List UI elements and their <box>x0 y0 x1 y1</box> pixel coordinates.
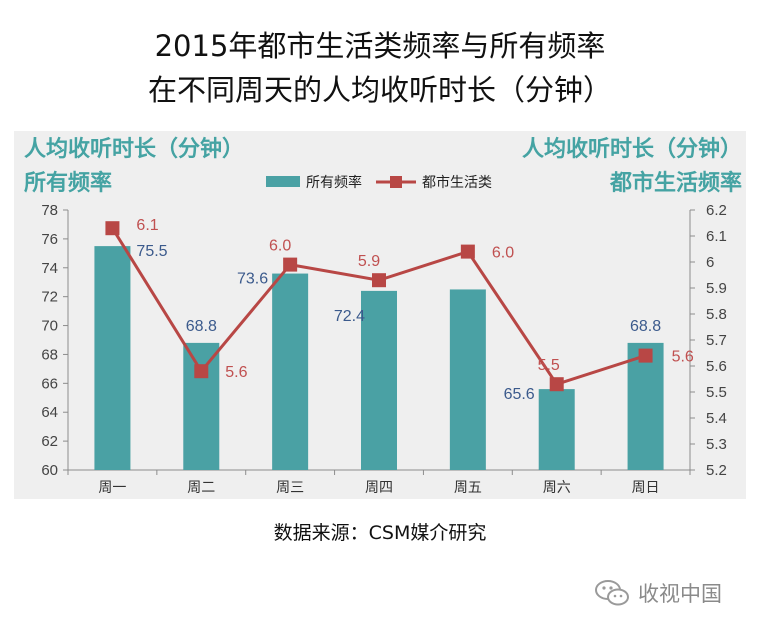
bar-data-label: 72.4 <box>334 308 365 325</box>
bar-data-label: 68.8 <box>630 318 661 335</box>
x-tick-label: 周六 <box>543 479 571 495</box>
line-data-label: 6.1 <box>136 217 158 234</box>
left-tick-label: 66 <box>41 375 58 392</box>
right-tick-label: 5.4 <box>706 410 727 427</box>
right-axis-subtitle: 都市生活频率 <box>609 171 742 196</box>
line-data-label: 5.9 <box>358 253 380 270</box>
bar-data-label: 65.6 <box>504 386 535 403</box>
right-tick-label: 5.8 <box>706 306 727 323</box>
left-tick-label: 70 <box>41 318 58 335</box>
legend-line-marker <box>390 176 402 188</box>
bar <box>361 290 397 470</box>
bar-data-label: 73.6 <box>237 271 268 288</box>
line-point <box>194 364 209 379</box>
bar-data-label: 75.5 <box>136 243 167 260</box>
line-point <box>105 221 120 236</box>
x-tick-label: 周二 <box>187 479 215 495</box>
x-tick-label: 周三 <box>276 479 304 495</box>
bar <box>183 342 220 470</box>
brand-watermark: 收视中国 <box>594 578 722 608</box>
chart-title-line1: 2015年都市生活类频率与所有频率 <box>154 29 606 63</box>
wechat-icon <box>595 580 629 606</box>
left-tick-label: 74 <box>41 260 58 277</box>
right-tick-label: 6.2 <box>706 202 727 219</box>
right-tick-label: 5.6 <box>706 358 727 375</box>
left-tick-label: 72 <box>41 289 58 306</box>
left-tick-label: 68 <box>41 346 58 363</box>
left-axis-title: 人均收听时长（分钟） <box>24 137 245 162</box>
left-tick-label: 78 <box>41 202 58 219</box>
line-point <box>372 273 386 288</box>
right-tick-label: 5.7 <box>706 332 727 349</box>
bar <box>627 342 664 470</box>
right-tick-label: 6 <box>706 254 714 271</box>
left-tick-label: 60 <box>41 462 58 479</box>
bar <box>449 289 486 470</box>
line-point <box>460 244 475 259</box>
brand-name: 收视中国 <box>638 582 722 606</box>
left-axis-subtitle: 所有频率 <box>24 171 113 196</box>
line-point <box>283 257 298 272</box>
right-tick-label: 5.2 <box>706 462 727 479</box>
line-data-label: 5.6 <box>225 364 247 381</box>
bar-data-label: 68.8 <box>186 318 217 335</box>
data-source: 数据来源：CSM媒介研究 <box>273 522 487 544</box>
line-point <box>638 348 653 363</box>
x-tick-label: 周日 <box>632 479 660 495</box>
line-point <box>549 377 564 392</box>
bar <box>272 273 309 470</box>
right-axis-title: 人均收听时长（分钟） <box>521 137 742 162</box>
x-tick-label: 周一 <box>98 479 126 495</box>
right-tick-label: 5.5 <box>706 384 727 401</box>
legend-bar-label: 所有频率 <box>306 174 362 190</box>
line-data-label: 6.0 <box>269 238 291 255</box>
x-tick-label: 周四 <box>365 479 393 495</box>
left-tick-label: 76 <box>41 231 58 248</box>
legend-bar-swatch <box>266 176 300 187</box>
left-tick-label: 62 <box>41 433 58 450</box>
legend-line-label: 都市生活类 <box>422 174 492 190</box>
bar <box>94 246 131 470</box>
right-tick-label: 5.9 <box>706 280 727 297</box>
x-tick-label: 周五 <box>454 479 482 495</box>
left-tick-label: 64 <box>41 404 58 421</box>
line-data-label: 5.6 <box>672 349 694 366</box>
right-tick-label: 6.1 <box>706 228 727 245</box>
right-tick-label: 5.3 <box>706 436 727 453</box>
bar <box>538 389 575 470</box>
line-data-label: 6.0 <box>492 245 514 262</box>
chart-title-line2: 在不同周天的人均收听时长（分钟） <box>147 73 612 107</box>
line-data-label: 5.5 <box>538 357 560 374</box>
